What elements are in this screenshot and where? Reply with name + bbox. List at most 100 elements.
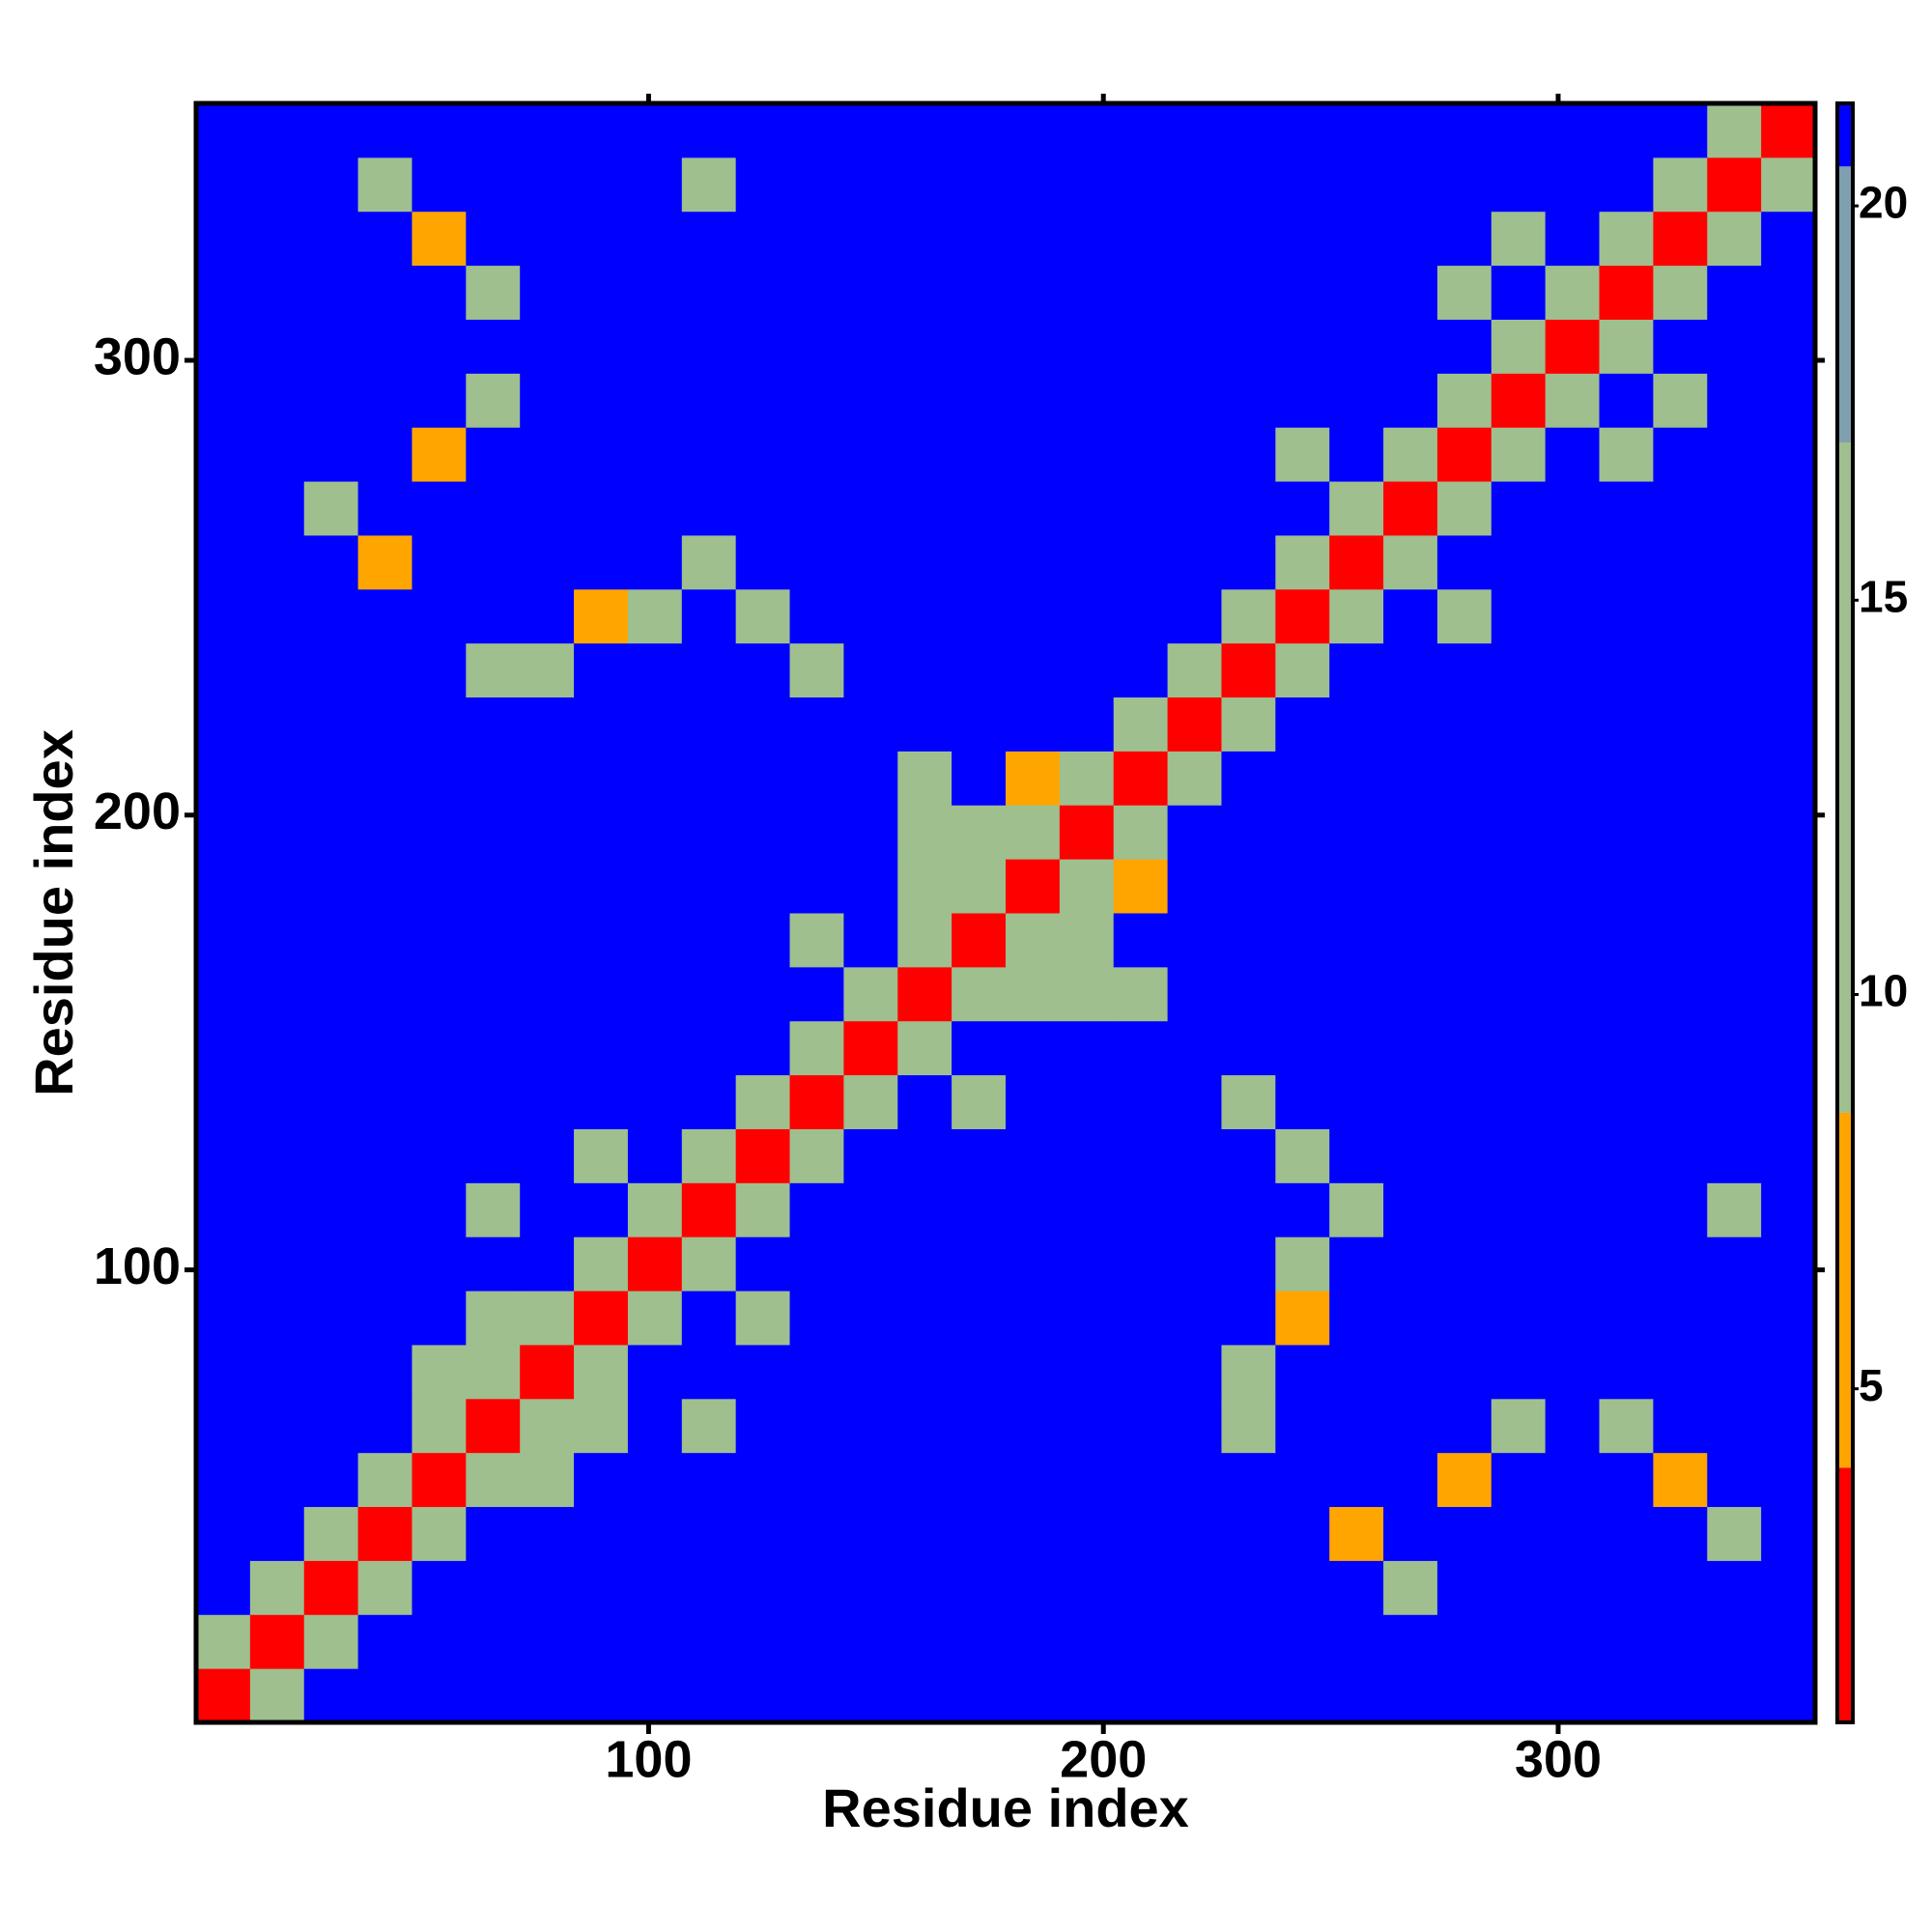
heatmap-cell: [249, 696, 305, 752]
heatmap-cell: [249, 913, 305, 968]
heatmap-cell: [789, 1506, 844, 1561]
heatmap-cell: [1707, 265, 1762, 320]
heatmap-cell: [1006, 966, 1061, 1022]
heatmap-cell: [843, 1398, 898, 1454]
heatmap-cell: [520, 265, 575, 320]
heatmap-cell: [1006, 588, 1061, 644]
heatmap-cell: [1653, 211, 1708, 267]
heatmap-cell: [1006, 1614, 1061, 1669]
heatmap-cell: [1707, 751, 1762, 806]
heatmap-cell: [412, 319, 467, 374]
heatmap-cell: [1275, 1236, 1330, 1292]
heatmap-cell: [735, 1398, 791, 1454]
heatmap-cell: [843, 1182, 898, 1237]
heatmap-cell: [1599, 373, 1654, 428]
heatmap-cell: [735, 751, 791, 806]
heatmap-cell: [1707, 1614, 1762, 1669]
heatmap-cell: [1599, 1452, 1654, 1508]
heatmap-cell: [1436, 319, 1492, 374]
heatmap-cell: [357, 859, 412, 914]
heatmap-cell: [1383, 1668, 1438, 1723]
heatmap-cell: [1383, 481, 1438, 536]
heatmap-cell: [412, 1614, 467, 1669]
heatmap-cell: [952, 696, 1007, 752]
heatmap-cell: [1653, 534, 1708, 590]
heatmap-cell: [412, 156, 467, 213]
heatmap-cell: [843, 1236, 898, 1292]
heatmap-cell: [681, 373, 737, 428]
heatmap-cell: [1436, 1182, 1492, 1237]
heatmap-cell: [1059, 966, 1115, 1022]
heatmap-cell: [1761, 1291, 1816, 1346]
heatmap-cell: [1275, 966, 1330, 1022]
heatmap-cell: [897, 1398, 952, 1454]
heatmap-cell: [1275, 103, 1330, 158]
heatmap-cell: [1167, 966, 1222, 1022]
heatmap-cell: [249, 588, 305, 644]
heatmap-cell: [303, 1614, 359, 1669]
heatmap-cell: [1436, 156, 1492, 213]
heatmap-cell: [1545, 103, 1601, 158]
heatmap-cell: [357, 1182, 412, 1237]
heatmap-cell: [249, 103, 305, 158]
heatmap-cell: [303, 1128, 359, 1183]
heatmap-cell: [1491, 1128, 1547, 1183]
heatmap-cell: [1275, 859, 1330, 914]
heatmap-cell: [1059, 1560, 1115, 1615]
heatmap-cell: [1006, 1506, 1061, 1561]
heatmap-cell: [1383, 1182, 1438, 1237]
heatmap-cell: [357, 319, 412, 374]
heatmap-cell: [1599, 859, 1654, 914]
heatmap-cell: [1167, 373, 1222, 428]
heatmap-cell: [1761, 1128, 1816, 1183]
heatmap-cell: [1329, 805, 1384, 860]
heatmap-cell: [196, 859, 251, 914]
heatmap-cell: [1761, 103, 1816, 158]
heatmap-cell: [1275, 1291, 1330, 1346]
heatmap-cell: [681, 481, 737, 536]
heatmap-cell: [1006, 103, 1061, 158]
heatmap-cell: [1059, 156, 1115, 213]
heatmap-cell: [1221, 534, 1276, 590]
heatmap-cell: [1436, 1291, 1492, 1346]
heatmap-cell: [1059, 913, 1115, 968]
heatmap-cell: [1221, 1020, 1276, 1076]
heatmap-cell: [1329, 265, 1384, 320]
heatmap-cell: [1167, 265, 1222, 320]
heatmap-cell: [1006, 1020, 1061, 1076]
heatmap-cell: [1383, 966, 1438, 1022]
heatmap-cell: [1059, 1236, 1115, 1292]
heatmap-cell: [357, 1398, 412, 1454]
heatmap-cell: [303, 427, 359, 482]
heatmap-cell: [1436, 805, 1492, 860]
heatmap-cell: [466, 211, 521, 267]
heatmap-cell: [735, 805, 791, 860]
heatmap-cell: [1383, 1344, 1438, 1400]
heatmap-cell: [1436, 1128, 1492, 1183]
heatmap-cell: [1653, 805, 1708, 860]
heatmap-cell: [1707, 1452, 1762, 1508]
heatmap-cell: [412, 1506, 467, 1561]
heatmap-cell: [1383, 1020, 1438, 1076]
heatmap-cell: [1113, 103, 1169, 158]
heatmap-cell: [1059, 1452, 1115, 1508]
heatmap-cell: [897, 1182, 952, 1237]
heatmap-cell: [1113, 1074, 1169, 1129]
heatmap-cell: [249, 1182, 305, 1237]
heatmap-cell: [1221, 481, 1276, 536]
heatmap-cell: [249, 534, 305, 590]
heatmap-cell: [735, 156, 791, 213]
heatmap-cell: [1545, 1668, 1601, 1723]
heatmap-cell: [1006, 156, 1061, 213]
heatmap-cell: [1167, 859, 1222, 914]
heatmap-cell: [1653, 373, 1708, 428]
heatmap-cell: [1707, 1668, 1762, 1723]
heatmap-cell: [249, 966, 305, 1022]
heatmap-cell: [466, 1291, 521, 1346]
heatmap-cell: [735, 696, 791, 752]
heatmap-cell: [1761, 859, 1816, 914]
heatmap-cell: [1006, 859, 1061, 914]
heatmap-cell: [627, 1236, 683, 1292]
heatmap-cell: [1059, 1344, 1115, 1400]
heatmap-cell: [412, 751, 467, 806]
